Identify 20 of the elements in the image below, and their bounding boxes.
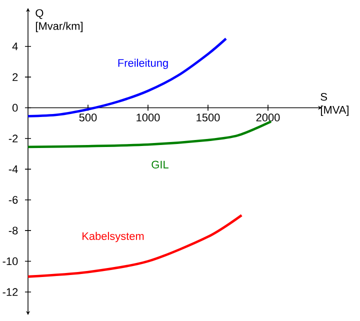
y-tick-label: 2 xyxy=(12,73,18,81)
y-tick-label: -2 xyxy=(8,134,18,142)
x-tick-label: 1500 xyxy=(196,114,220,122)
y-tick-label: -10 xyxy=(2,257,18,266)
series-label: Freileitung xyxy=(118,58,168,69)
y-axis-title: Q [Mvar/km] xyxy=(36,9,83,32)
x-tick-label: 500 xyxy=(79,114,97,122)
y-tick-label: 4 xyxy=(12,42,18,50)
series-label: GIL xyxy=(152,160,168,168)
y-tick-label: -6 xyxy=(8,196,18,204)
x-tick-label: 1000 xyxy=(136,114,160,122)
y-tick-label: -12 xyxy=(2,288,18,296)
series-label: Kabelsystem xyxy=(82,232,144,242)
line-series xyxy=(26,214,243,278)
x-tick-label: 2000 xyxy=(256,114,280,122)
line-series xyxy=(26,120,272,148)
x-axis-title: S [MVA] xyxy=(320,92,348,116)
y-tick-label: -8 xyxy=(8,226,18,234)
y-tick-label: -4 xyxy=(8,165,18,173)
y-tick-label: 0 xyxy=(12,104,18,112)
